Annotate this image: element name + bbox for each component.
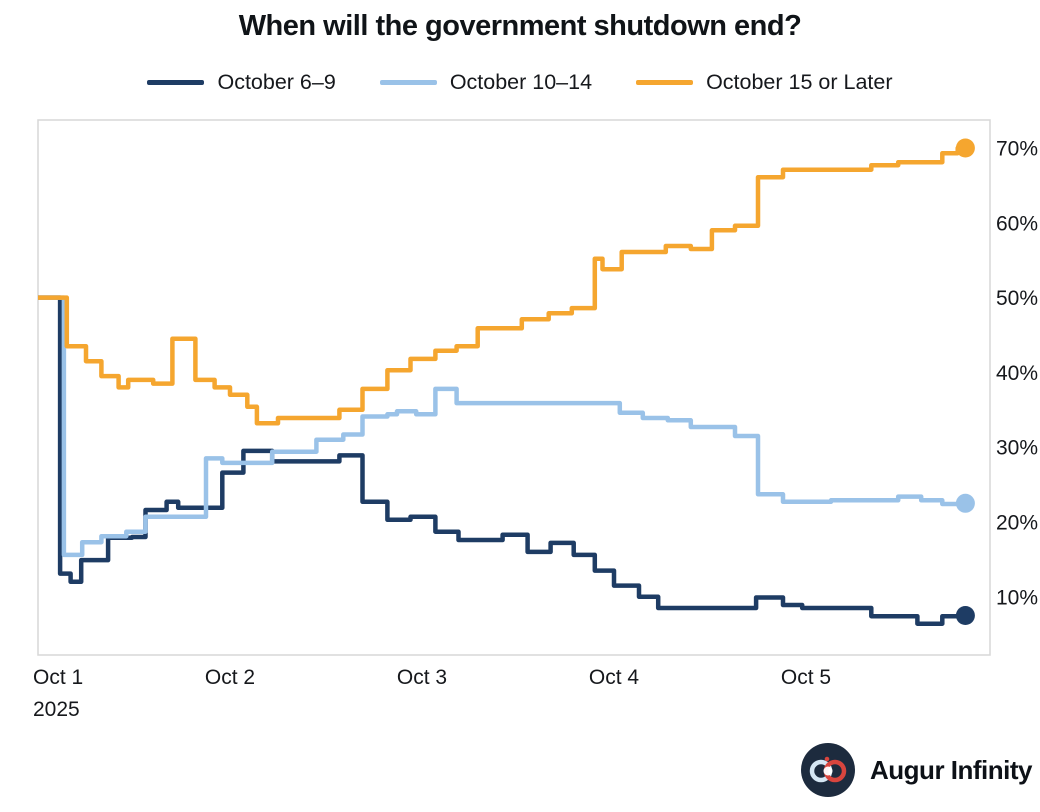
x-tick-label: Oct 3	[397, 666, 447, 689]
legend-swatch-october-15-or-later	[636, 80, 694, 85]
y-tick-label: 70%	[996, 138, 1038, 161]
series-line-october-6-9	[38, 295, 966, 626]
augur-infinity-logo-icon	[801, 743, 856, 797]
x-tick-label: Oct 5	[781, 666, 831, 689]
series-end-dot-october-6-9	[955, 606, 975, 625]
legend-item-october-10-14: October 10–14	[379, 70, 593, 95]
series-line-october-10-14	[38, 295, 966, 558]
y-tick-label: 10%	[996, 586, 1038, 609]
series-line-october-15-or-later	[38, 145, 966, 426]
brand-footer: Augur Infinity	[800, 742, 1032, 798]
y-tick-label: 60%	[996, 212, 1038, 235]
brand-name: Augur Infinity	[870, 754, 1032, 785]
legend-label: October 6–9	[217, 70, 336, 94]
plot-border	[37, 119, 991, 656]
chart-plot: 10% 20% 30% 40% 50% 60% 70% Oct 1 Oct 2 Oct 3 Oct …	[33, 119, 1038, 721]
legend-item-october-15-or-later: October 15 or Later	[636, 70, 893, 95]
y-tick-label: 40%	[996, 362, 1038, 385]
legend-item-october-6-9: October 6–9	[147, 70, 336, 95]
legend: October 6–9 October 10–14 October 15 or La…	[0, 70, 1040, 95]
x-tick-label: Oct 2	[205, 666, 255, 689]
legend-swatch-october-10-14	[379, 80, 437, 85]
legend-swatch-october-6-9	[147, 80, 205, 85]
y-tick-label: 50%	[996, 287, 1038, 310]
series-end-dot-october-15-or-later	[955, 138, 975, 158]
chart-title: When will the government shutdown end?	[238, 10, 802, 42]
legend-label: October 15 or Later	[706, 70, 893, 94]
x-tick-label: Oct 1	[33, 666, 83, 689]
series-end-dot-october-10-14	[955, 493, 975, 513]
y-tick-label: 30%	[996, 437, 1038, 460]
y-tick-label: 20%	[996, 512, 1038, 535]
legend-label: October 10–14	[449, 70, 593, 94]
x-tick-label: Oct 4	[589, 666, 640, 689]
x-axis-year-label: 2025	[33, 698, 80, 721]
